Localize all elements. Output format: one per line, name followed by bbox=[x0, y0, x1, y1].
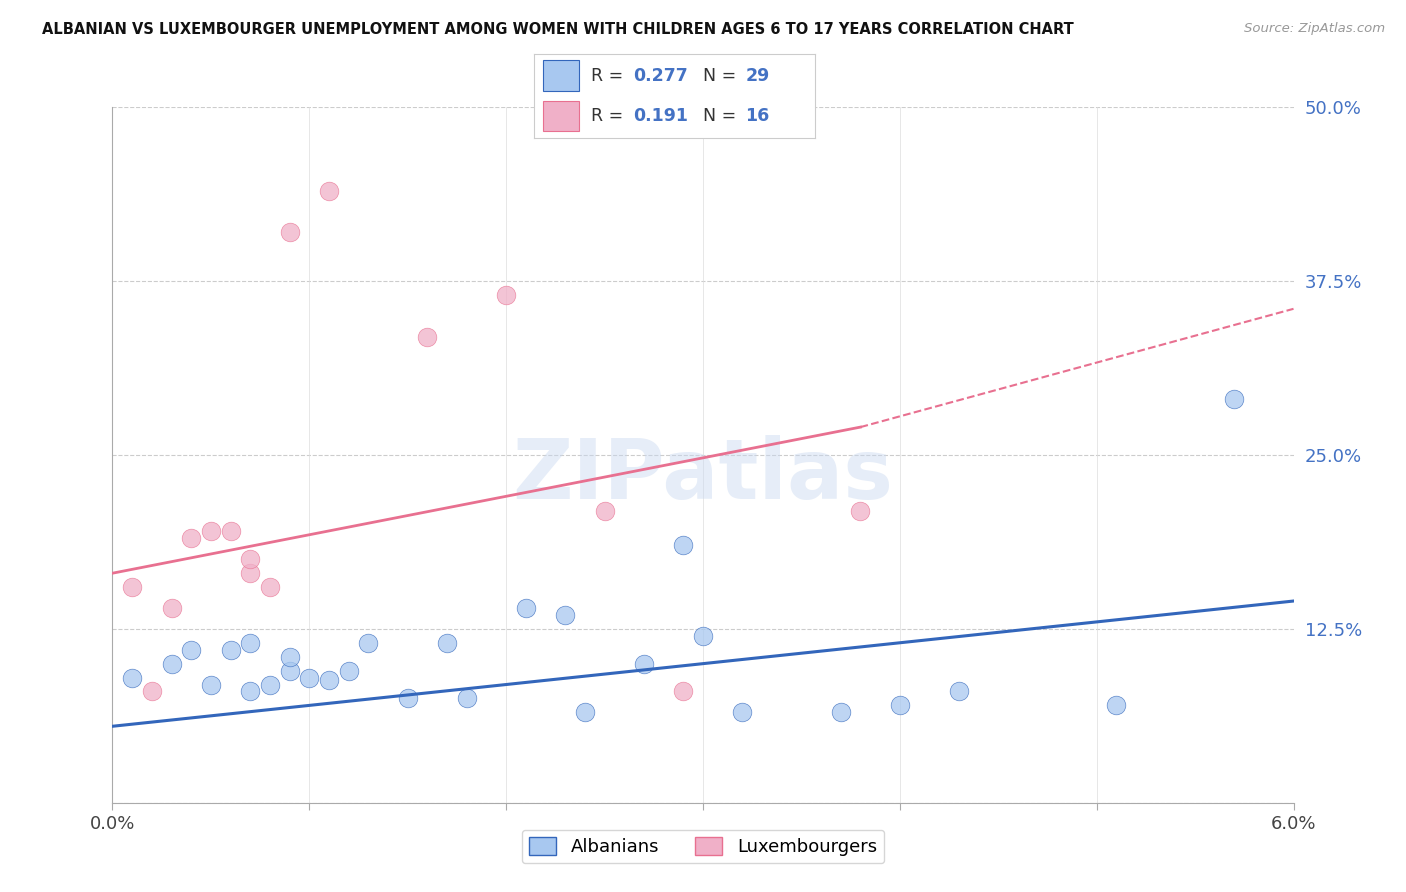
Point bbox=[160, 657, 183, 671]
Text: 16: 16 bbox=[745, 107, 769, 125]
Point bbox=[672, 538, 695, 552]
Text: Source: ZipAtlas.com: Source: ZipAtlas.com bbox=[1244, 22, 1385, 36]
Text: 29: 29 bbox=[745, 67, 769, 85]
Point bbox=[731, 706, 754, 720]
Point bbox=[318, 673, 340, 688]
Point bbox=[239, 566, 262, 581]
Text: ZIPatlas: ZIPatlas bbox=[513, 435, 893, 516]
Text: 0.191: 0.191 bbox=[633, 107, 688, 125]
Point bbox=[219, 524, 242, 539]
Point bbox=[396, 691, 419, 706]
Point bbox=[495, 288, 517, 302]
Point bbox=[259, 677, 281, 691]
Point bbox=[318, 184, 340, 198]
Point bbox=[259, 580, 281, 594]
Point bbox=[239, 684, 262, 698]
Point bbox=[298, 671, 321, 685]
Text: R =: R = bbox=[591, 67, 628, 85]
Text: N =: N = bbox=[703, 107, 742, 125]
Text: R =: R = bbox=[591, 107, 634, 125]
Point bbox=[180, 532, 202, 546]
Point bbox=[180, 642, 202, 657]
Point bbox=[672, 684, 695, 698]
Point bbox=[278, 225, 301, 239]
Point bbox=[1223, 392, 1246, 407]
Point bbox=[239, 636, 262, 650]
Point bbox=[692, 629, 714, 643]
Legend: Albanians, Luxembourgers: Albanians, Luxembourgers bbox=[522, 830, 884, 863]
Point bbox=[889, 698, 911, 713]
Text: N =: N = bbox=[703, 67, 742, 85]
Point bbox=[633, 657, 655, 671]
Text: 0.277: 0.277 bbox=[633, 67, 688, 85]
Point bbox=[200, 677, 222, 691]
Point bbox=[121, 580, 143, 594]
Point bbox=[337, 664, 360, 678]
Point bbox=[948, 684, 970, 698]
Point bbox=[278, 649, 301, 664]
Point bbox=[554, 607, 576, 622]
Point bbox=[416, 329, 439, 343]
Point bbox=[278, 664, 301, 678]
Point bbox=[200, 524, 222, 539]
Point bbox=[830, 706, 852, 720]
Point bbox=[141, 684, 163, 698]
Point bbox=[160, 601, 183, 615]
Point bbox=[357, 636, 380, 650]
Text: ALBANIAN VS LUXEMBOURGER UNEMPLOYMENT AMONG WOMEN WITH CHILDREN AGES 6 TO 17 YEA: ALBANIAN VS LUXEMBOURGER UNEMPLOYMENT AM… bbox=[42, 22, 1074, 37]
Point bbox=[436, 636, 458, 650]
Point bbox=[574, 706, 596, 720]
Point bbox=[456, 691, 478, 706]
Point bbox=[515, 601, 537, 615]
Point bbox=[593, 503, 616, 517]
Point bbox=[121, 671, 143, 685]
FancyBboxPatch shape bbox=[543, 61, 579, 91]
Point bbox=[219, 642, 242, 657]
FancyBboxPatch shape bbox=[543, 101, 579, 131]
Point bbox=[1105, 698, 1128, 713]
Point bbox=[239, 552, 262, 566]
Point bbox=[849, 503, 872, 517]
